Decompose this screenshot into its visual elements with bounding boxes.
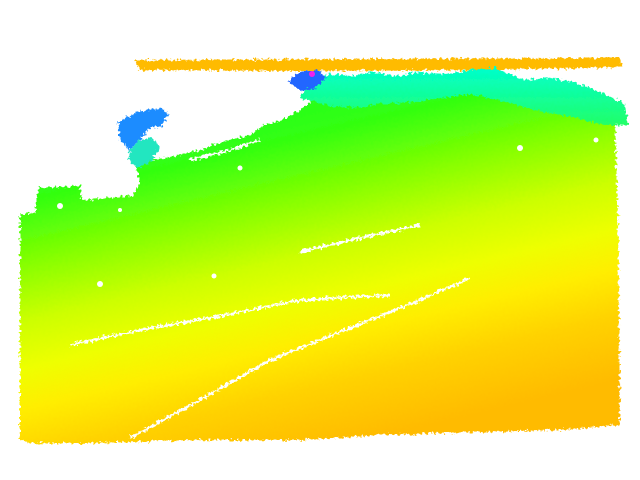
left-blue-patch bbox=[118, 108, 168, 150]
magenta-point bbox=[309, 71, 315, 77]
far-fringe bbox=[300, 68, 628, 126]
depth-surface bbox=[20, 80, 620, 443]
top-strip bbox=[135, 58, 622, 71]
surface-gaps bbox=[69, 138, 471, 440]
surface-specks bbox=[57, 137, 599, 287]
top-blue-patch bbox=[288, 70, 326, 90]
left-teal-patch bbox=[128, 138, 160, 168]
